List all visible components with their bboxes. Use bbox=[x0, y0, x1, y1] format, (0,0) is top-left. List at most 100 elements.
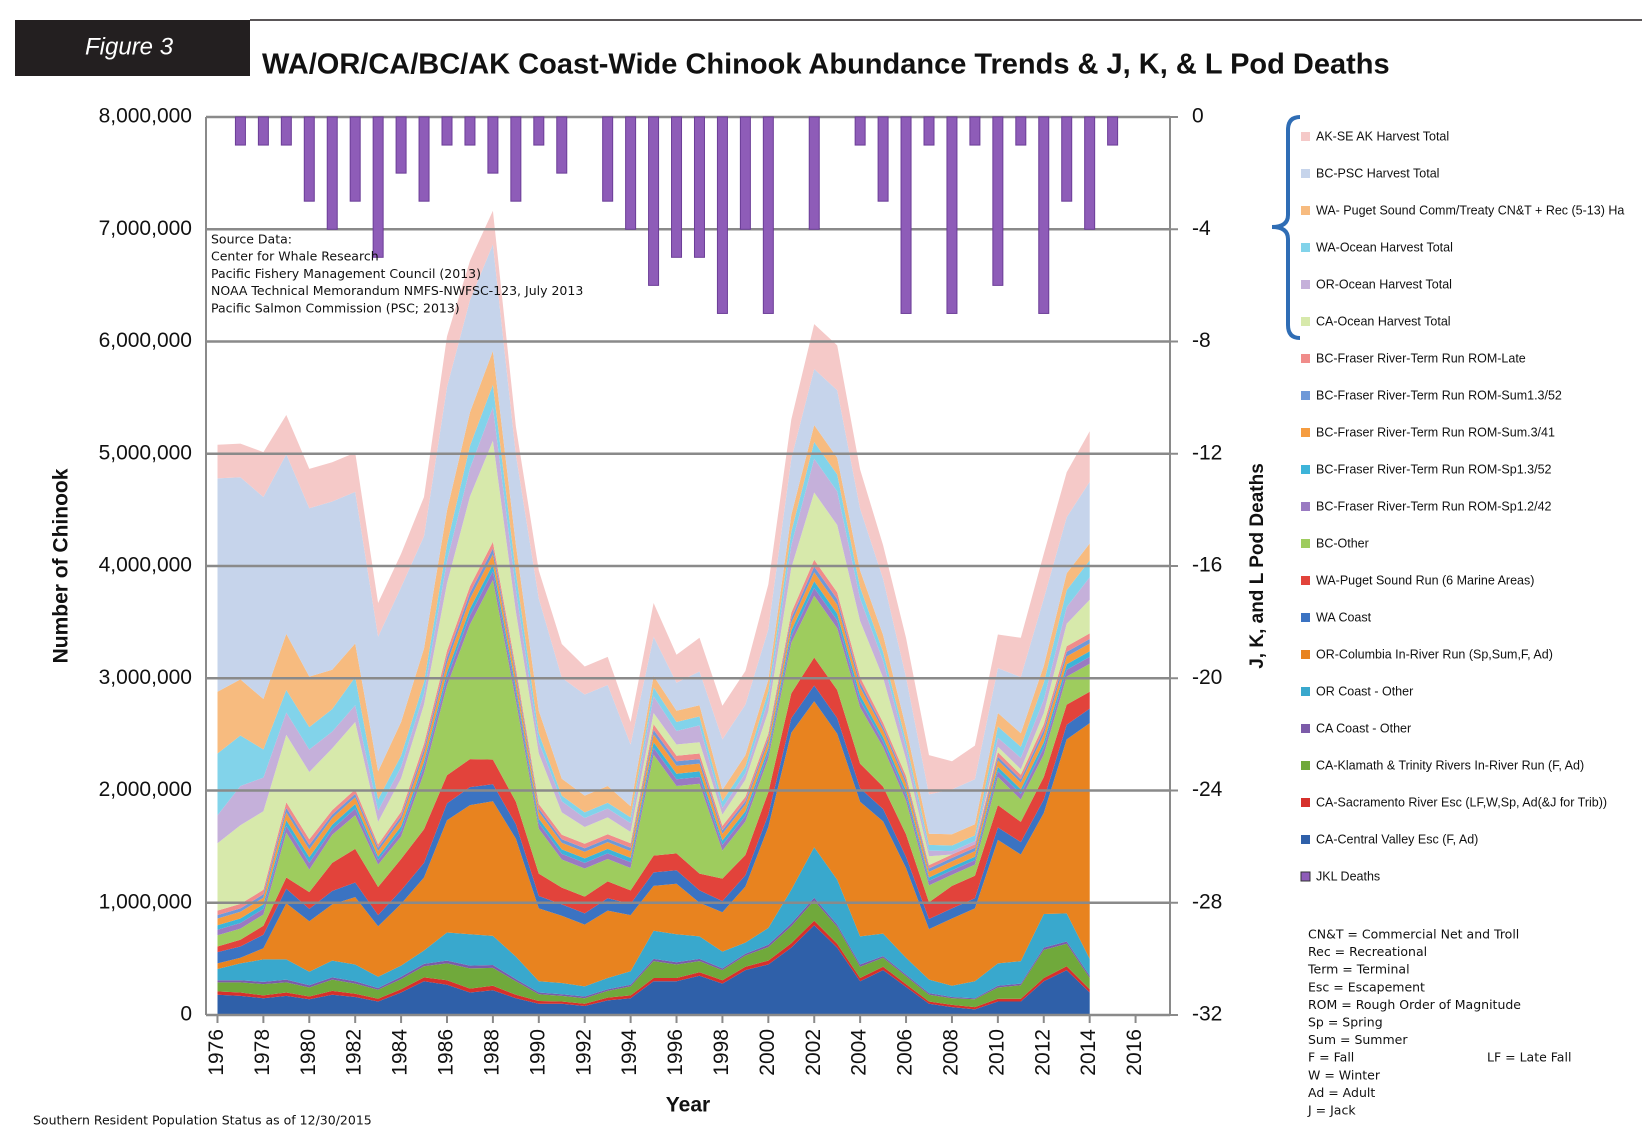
legend-label: WA Coast bbox=[1316, 610, 1372, 624]
source-note: Center for Whale Research bbox=[211, 249, 379, 264]
bar bbox=[1061, 116, 1073, 202]
bar bbox=[762, 116, 774, 314]
legend-label: CA-Central Valley Esc (F, Ad) bbox=[1316, 832, 1478, 846]
x-tick-label: 2016 bbox=[1123, 1029, 1146, 1076]
legend-swatch bbox=[1301, 132, 1310, 141]
y2-axis-label: J, K, and L Pod Deaths bbox=[1247, 463, 1268, 669]
area bbox=[217, 701, 1090, 987]
bar bbox=[923, 116, 935, 146]
legend-swatch bbox=[1301, 465, 1310, 474]
x-tick-label: 1990 bbox=[526, 1029, 549, 1076]
x-tick-label: 1988 bbox=[480, 1029, 503, 1076]
legend-swatch bbox=[1301, 243, 1310, 252]
legend-swatch bbox=[1301, 502, 1310, 511]
legend-label: BC-Fraser River-Term Run ROM-Sum1.3/52 bbox=[1316, 388, 1562, 402]
y-tick-label: 5,000,000 bbox=[99, 441, 192, 464]
legend-label: CA Coast - Other bbox=[1316, 721, 1411, 735]
x-tick-label: 1996 bbox=[664, 1029, 687, 1076]
legend-label: BC-Fraser River-Term Run ROM-Sp1.2/42 bbox=[1316, 499, 1552, 513]
bar bbox=[877, 116, 889, 202]
x-tick-label: 2000 bbox=[756, 1029, 779, 1076]
bar bbox=[1084, 116, 1096, 230]
area bbox=[217, 925, 1090, 1015]
x-tick-label: 2002 bbox=[802, 1029, 825, 1076]
legend-label: JKL Deaths bbox=[1316, 869, 1380, 883]
y-tick-label: 2,000,000 bbox=[99, 778, 192, 801]
legend-swatch bbox=[1301, 428, 1310, 437]
bar bbox=[808, 116, 820, 230]
abbreviation: Term = Terminal bbox=[1307, 962, 1410, 977]
y-axis-label: Number of Chinook bbox=[50, 468, 73, 663]
area bbox=[217, 548, 1090, 919]
legend-swatch bbox=[1301, 539, 1310, 548]
legend-swatch bbox=[1301, 761, 1310, 770]
x-tick-label: 1982 bbox=[343, 1029, 366, 1076]
abbreviation: Sp = Spring bbox=[1308, 1015, 1383, 1030]
figure-label: Figure 3 bbox=[85, 33, 174, 60]
x-tick-label: 1986 bbox=[435, 1029, 458, 1076]
grid bbox=[205, 115, 1178, 1023]
bar bbox=[1038, 116, 1050, 314]
abbreviation: CN&T = Commercial Net and Troll bbox=[1308, 927, 1519, 942]
area bbox=[217, 541, 1090, 916]
source-note: Pacific Fishery Management Council (2013… bbox=[211, 266, 481, 281]
source-note: Source Data: bbox=[211, 232, 292, 247]
y2-tick-label: -12 bbox=[1192, 441, 1222, 464]
figure-label-box bbox=[15, 20, 250, 76]
area bbox=[217, 564, 1090, 930]
legend-label: WA- Puget Sound Comm/Treaty CN&T + Rec (… bbox=[1316, 203, 1624, 217]
bar bbox=[1107, 116, 1119, 146]
bar bbox=[693, 116, 705, 258]
y2-tick-label: -16 bbox=[1192, 554, 1222, 577]
y2-tick-label: -24 bbox=[1192, 778, 1223, 801]
x-tick-label: 1992 bbox=[572, 1029, 595, 1076]
bar bbox=[418, 116, 430, 202]
x-tick-label: 1976 bbox=[205, 1029, 228, 1076]
legend-bracket bbox=[1271, 115, 1301, 340]
legend-label: BC-Fraser River-Term Run ROM-Late bbox=[1316, 351, 1526, 365]
x-tick-label: 1984 bbox=[389, 1029, 412, 1076]
legend-swatch bbox=[1301, 317, 1310, 326]
area bbox=[217, 580, 1090, 947]
y2-tick-label: -28 bbox=[1192, 890, 1222, 913]
legend-label: CA-Ocean Harvest Total bbox=[1316, 314, 1451, 328]
y2-tick-label: -20 bbox=[1192, 666, 1222, 689]
x-tick-label: 1998 bbox=[710, 1029, 733, 1076]
abbreviation: Rec = Recreational bbox=[1308, 944, 1427, 959]
bars bbox=[234, 116, 1119, 314]
source-note: NOAA Technical Memorandum NMFS-NWFSC-123… bbox=[211, 283, 583, 298]
x-tick-label: 1980 bbox=[297, 1029, 320, 1076]
x-tick-label: 2014 bbox=[1077, 1029, 1100, 1076]
x-axis-label: Year bbox=[666, 1094, 710, 1117]
y-tick-label: 4,000,000 bbox=[99, 554, 192, 577]
abbreviation: ROM = Rough Order of Magnitude bbox=[1308, 997, 1521, 1012]
legend-swatch bbox=[1300, 871, 1311, 882]
abbreviation: W = Winter bbox=[1308, 1067, 1381, 1082]
bar bbox=[510, 116, 522, 202]
legend-swatch bbox=[1301, 206, 1310, 215]
area bbox=[217, 571, 1090, 936]
y-tick-label: 1,000,000 bbox=[99, 890, 192, 913]
x-tick-label: 2008 bbox=[939, 1029, 962, 1076]
bar bbox=[648, 116, 660, 286]
bar bbox=[234, 116, 246, 146]
bar bbox=[487, 116, 499, 174]
bar bbox=[326, 116, 338, 230]
bar bbox=[625, 116, 637, 230]
legend-swatch bbox=[1301, 835, 1310, 844]
legend-label: CA-Klamath & Trinity Rivers In-River Run… bbox=[1316, 758, 1584, 772]
bar bbox=[946, 116, 958, 314]
bar bbox=[671, 116, 683, 258]
bar bbox=[257, 116, 269, 146]
area bbox=[217, 847, 1090, 999]
x-tick-label: 2006 bbox=[894, 1029, 917, 1076]
legend-swatch bbox=[1301, 724, 1310, 733]
legend-label: OR Coast - Other bbox=[1316, 684, 1413, 698]
legend-label: AK-SE AK Harvest Total bbox=[1316, 129, 1449, 143]
legend-label: BC-Fraser River-Term Run ROM-Sp1.3/52 bbox=[1316, 462, 1552, 476]
bar bbox=[900, 116, 912, 314]
bar bbox=[556, 116, 568, 174]
bar bbox=[602, 116, 614, 202]
x-tick-label: 2012 bbox=[1031, 1029, 1054, 1076]
